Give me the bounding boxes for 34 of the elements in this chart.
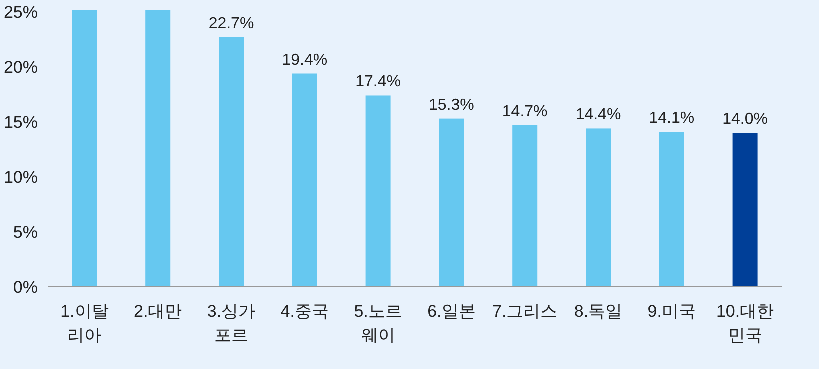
x-tick-label: 2.대만 (134, 302, 182, 321)
y-tick-label: 25% (4, 3, 38, 22)
bar (72, 10, 98, 287)
data-label: 17.4% (356, 74, 401, 91)
data-label: 14.0% (722, 111, 768, 128)
data-label: 15.3% (429, 96, 474, 114)
data-label: 14.1% (649, 110, 695, 128)
x-tick-label: 7.그리스 (492, 302, 558, 321)
bar (219, 37, 244, 287)
x-tick-label: 4.중국 (280, 302, 329, 321)
bar (439, 118, 464, 287)
data-label: 19.4% (282, 52, 328, 69)
x-tick-label: 5.노르웨이 (354, 302, 402, 345)
data-label: 14.4% (576, 106, 622, 124)
bar (659, 132, 684, 287)
bar (146, 10, 171, 287)
y-tick-label: 0% (13, 278, 38, 297)
y-tick-label: 15% (4, 113, 38, 132)
x-tick-label: 9.미국 (648, 302, 696, 321)
bar (366, 96, 391, 287)
y-tick-label: 10% (4, 168, 38, 188)
y-tick-label: 20% (4, 58, 38, 78)
bar (732, 133, 758, 287)
x-tick-label: 6.일본 (428, 302, 476, 321)
data-label: 14.7% (502, 103, 548, 120)
bar (292, 74, 318, 287)
x-tick-label: 8.독일 (574, 302, 623, 321)
bar (512, 125, 538, 287)
x-tick-label: 10.대한민국 (716, 302, 774, 345)
bar (586, 128, 611, 287)
y-tick-label: 5% (13, 222, 38, 242)
x-tick-label: 1.이탈리아 (60, 302, 109, 345)
x-tick-label: 3.싱가포르 (207, 302, 256, 345)
data-label: 22.7% (208, 15, 254, 32)
